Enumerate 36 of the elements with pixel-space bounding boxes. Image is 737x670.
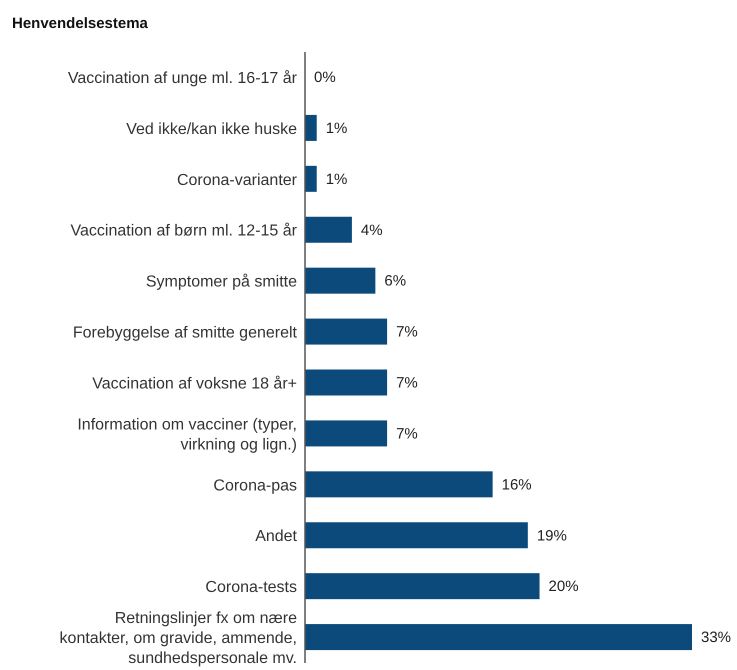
y-tick-label: Symptomer på smitte — [146, 274, 298, 291]
bar — [305, 166, 317, 192]
y-tick-label: Vaccination af unge ml. 16-17 år — [68, 70, 298, 87]
y-tick-label: Andet — [255, 528, 298, 546]
data-label: 7% — [396, 425, 418, 442]
data-label: 19% — [536, 527, 567, 544]
data-label: 7% — [396, 374, 418, 392]
data-label: 6% — [384, 272, 406, 290]
data-label: 1% — [326, 170, 348, 188]
bar — [305, 624, 692, 650]
y-tick-label: Ved ikke/kan ikke huske — [126, 120, 298, 138]
y-tick-label: Corona-varianter — [176, 172, 298, 189]
data-label: 33% — [701, 629, 732, 646]
data-label: 1% — [326, 120, 348, 137]
bar — [305, 318, 388, 345]
text: Henvendelsestema — [11, 14, 149, 34]
bar — [305, 216, 352, 243]
y-tick-label: Retningslinjer fx om nære kontakter, om gravide, ammende, sundhedspersonale mv. — [60, 610, 298, 668]
data-label: 7% — [396, 324, 418, 341]
data-label: 0% — [314, 69, 336, 86]
bar — [305, 573, 540, 600]
y-tick-label: Information om vacciner (typer, virkning og lign.) — [77, 416, 297, 454]
bar — [305, 114, 317, 141]
bar — [305, 471, 493, 498]
bar — [305, 268, 376, 294]
bar — [305, 420, 388, 446]
bar — [305, 522, 528, 548]
data-label: 4% — [360, 222, 383, 239]
y-tick-label: Forebyggelse af smitte generelt — [72, 324, 298, 342]
bar — [305, 370, 388, 396]
y-tick-label: Vaccination af voksne 18 år+ — [92, 375, 297, 392]
y-tick-label: Vaccination af børn ml. 12-15 år — [70, 222, 298, 240]
y-tick-label: Corona-tests — [205, 579, 297, 596]
data-label: 16% — [502, 476, 532, 494]
data-label: 20% — [548, 578, 579, 596]
y-tick-label: Corona-pas — [213, 477, 297, 494]
